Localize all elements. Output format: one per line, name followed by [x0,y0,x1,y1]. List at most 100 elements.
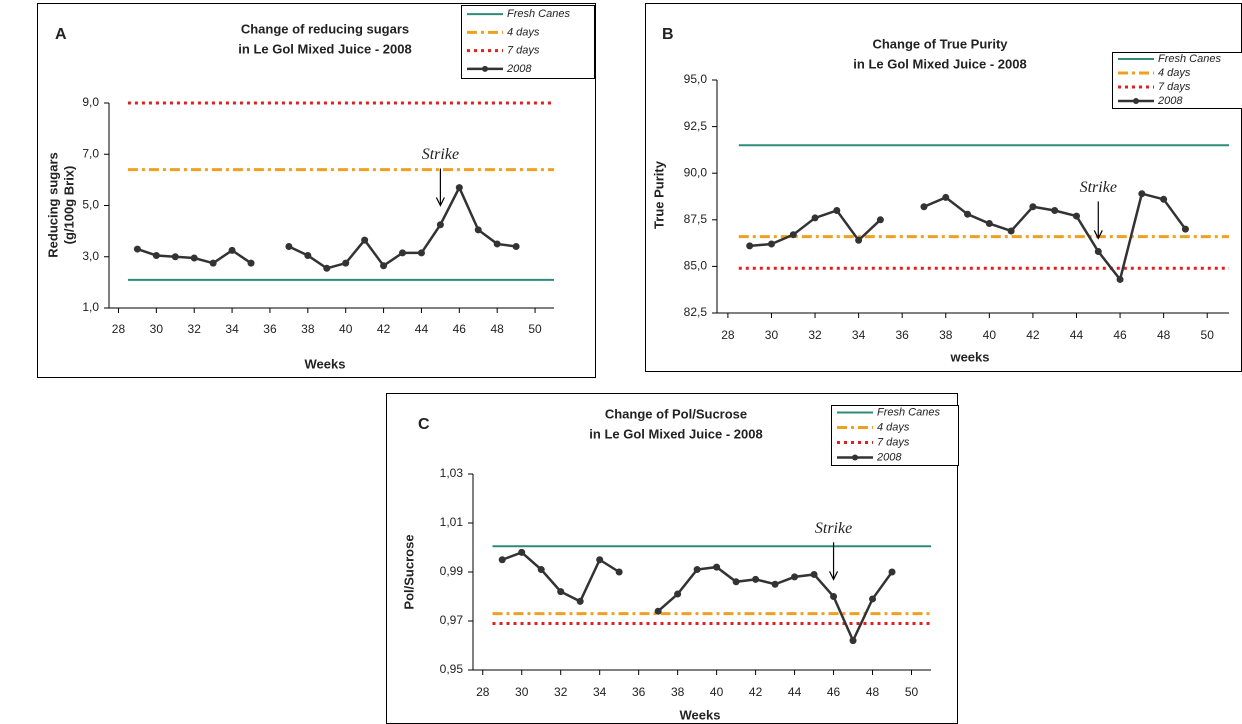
data-point [789,231,797,239]
chart-title: in Le Gol Mixed Juice - 2008 [853,56,1026,71]
y-tick-label: 92,5 [684,119,708,133]
data-point [596,556,604,564]
x-tick-label: 28 [476,685,490,699]
data-point [498,556,506,564]
legend-label: 7 days [1158,81,1191,93]
x-tick-label: 44 [788,685,802,699]
y-tick-label: 85,0 [684,259,708,273]
y-tick-label: 87,5 [684,212,708,226]
x-tick-label: 48 [1157,328,1171,342]
data-point [920,203,928,211]
data-point [1181,225,1189,233]
data-point [1029,203,1037,211]
data-point [557,588,565,596]
data-point [133,245,141,253]
legend-label: 4 days [507,26,540,38]
x-tick-label: 28 [721,328,735,342]
chart-title: Change of Pol/Sucrose [605,406,747,421]
x-tick-label: 50 [528,322,542,336]
x-axis-label: weeks [949,349,989,364]
legend-label: Fresh Canes [1158,53,1221,65]
x-tick-label: 36 [632,685,646,699]
data-point [247,259,255,267]
x-tick-label: 40 [983,328,997,342]
legend-label: Fresh Canes [877,406,940,418]
x-tick-label: 46 [827,685,841,699]
data-point [674,590,682,598]
x-tick-label: 36 [896,328,910,342]
data-point [767,240,775,248]
data-point [304,251,312,259]
x-axis-label: Weeks [680,707,721,722]
data-point [1007,227,1015,235]
data-point [493,240,501,248]
x-tick-label: 48 [491,322,505,336]
x-tick-label: 32 [554,685,568,699]
y-tick-label: 0,97 [440,613,464,627]
legend-label: 4 days [877,421,910,433]
annotation-arrowhead [829,571,839,581]
x-tick-label: 42 [749,685,763,699]
data-point [693,566,701,574]
data-point [576,597,584,605]
x-tick-label: 34 [225,322,239,336]
x-tick-label: 44 [1070,328,1084,342]
annotation-text: Strike [1080,179,1117,196]
data-point [380,262,388,270]
data-point [342,259,350,267]
chart-title: in Le Gol Mixed Juice - 2008 [238,41,411,56]
data-point [833,206,841,214]
annotation-arrowhead [435,197,445,207]
data-point [455,184,463,192]
data-point [1160,195,1168,203]
annotation-arrowhead [1093,230,1103,240]
legend-label: Fresh Canes [507,8,570,20]
x-tick-label: 28 [112,322,126,336]
x-tick-label: 50 [1201,328,1215,342]
y-axis-label: (g/100g Brix) [61,166,76,245]
legend-marker [1133,98,1139,104]
data-point [771,580,779,588]
data-point [615,568,623,576]
y-axis-label: Pol/Sucrose [401,534,416,609]
panel-label: C [418,416,430,433]
chart-title: Change of reducing sugars [241,21,409,36]
data-point [152,251,160,259]
data-point [942,193,950,201]
data-point [746,242,754,250]
data-point [518,548,526,556]
data-point [985,220,993,228]
x-tick-label: 32 [808,328,822,342]
x-tick-label: 48 [866,685,880,699]
legend-label: 4 days [1158,67,1191,79]
legend-label: 7 days [877,436,910,448]
data-point [1138,190,1146,198]
legend-label: 2008 [876,451,902,463]
y-tick-label: 9,0 [82,95,99,109]
x-tick-label: 34 [852,328,866,342]
x-axis-label: Weeks [305,356,346,371]
legend-marker [482,65,488,72]
x-tick-label: 38 [301,322,315,336]
data-point [285,243,293,250]
data-point [474,226,482,234]
legend-box [831,405,959,466]
y-tick-label: 0,99 [440,564,464,578]
legend-label: 2008 [1157,95,1183,107]
legend-label: 2008 [506,63,532,75]
x-tick-label: 38 [671,685,685,699]
x-tick-label: 34 [593,685,607,699]
data-point [810,570,818,578]
y-tick-label: 82,5 [684,305,708,319]
data-point [436,221,444,229]
data-point [964,210,972,218]
panel-frame [37,3,596,378]
y-axis-label: True Purity [651,160,666,229]
legend-box [461,5,595,79]
data-point [399,249,407,257]
data-point [830,593,838,600]
annotation-text: Strike [422,146,459,163]
y-tick-label: 90,0 [684,165,708,179]
y-tick-label: 0,95 [440,662,464,676]
data-point [209,259,217,267]
